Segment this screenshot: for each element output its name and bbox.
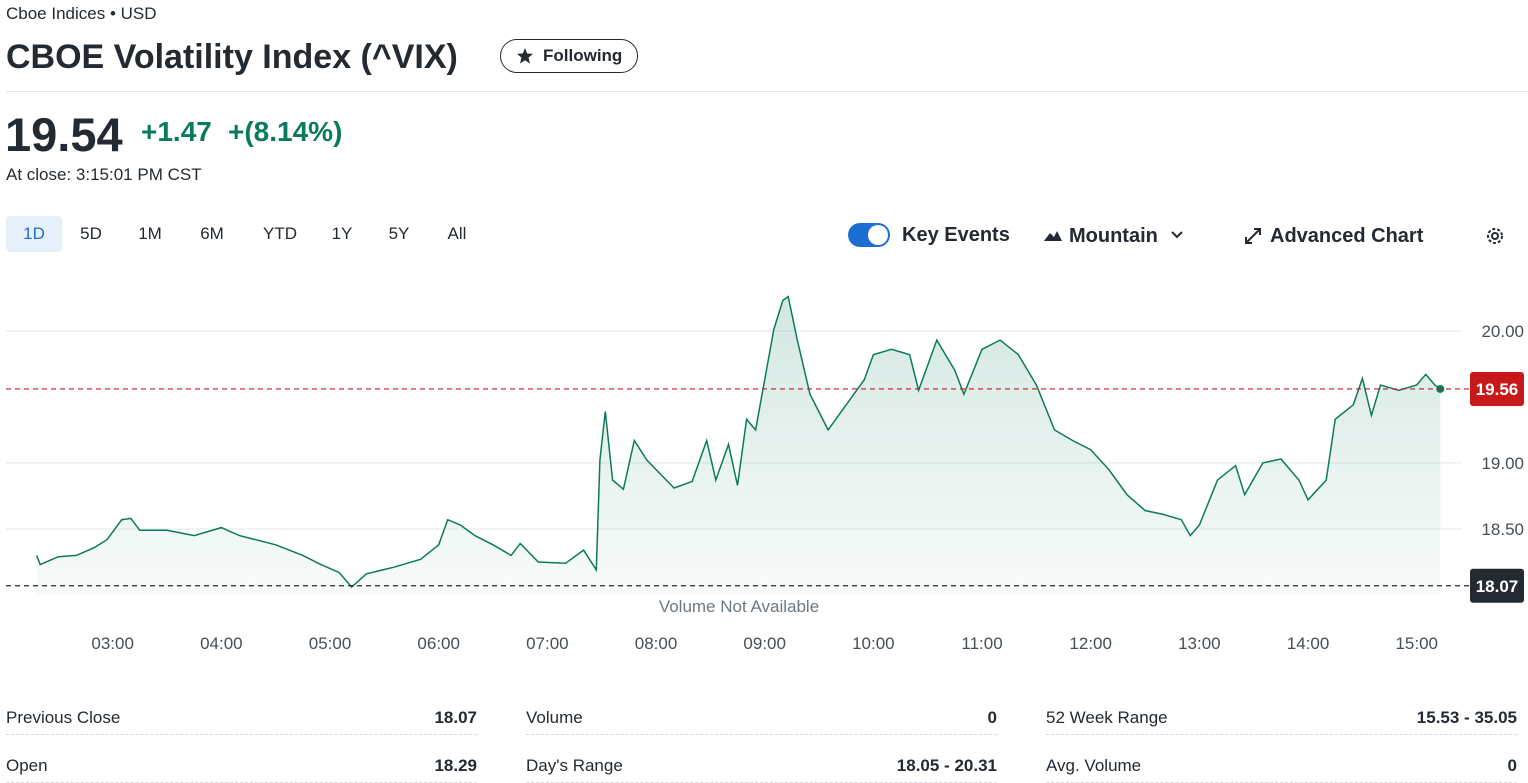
stat-label: 52 Week Range bbox=[1046, 708, 1168, 727]
x-tick-label: 13:00 bbox=[1178, 634, 1221, 653]
mountain-icon bbox=[1044, 231, 1062, 241]
reference-label: 18.07 bbox=[1476, 577, 1519, 596]
y-tick-label: 20.00 bbox=[1481, 322, 1524, 341]
x-tick-label: 15:00 bbox=[1395, 634, 1438, 653]
stat-value: 18.29 bbox=[434, 756, 477, 775]
x-tick-label: 03:00 bbox=[91, 634, 134, 653]
expand-icon bbox=[1245, 228, 1261, 244]
follow-button[interactable]: Following bbox=[500, 39, 638, 73]
toggle[interactable] bbox=[848, 223, 890, 247]
range-tab[interactable]: 5D bbox=[80, 224, 102, 243]
x-tick-label: 11:00 bbox=[961, 634, 1002, 653]
stat-row: Open 18.29 bbox=[6, 748, 477, 783]
chart: 18.50 19.00 20.00 03:00 04:00 05:00 06:00 07:00… bbox=[6, 295, 1524, 653]
key-events[interactable]: Key Events bbox=[902, 224, 1010, 246]
y-tick-label: 19.00 bbox=[1481, 454, 1524, 473]
x-tick-label: 05:00 bbox=[309, 634, 352, 653]
x-tick-label: 07:00 bbox=[526, 634, 569, 653]
stat-value: 0 bbox=[987, 708, 997, 727]
x-tick-label: 10:00 bbox=[852, 634, 895, 653]
stat-value: 18.07 bbox=[434, 708, 477, 727]
divider bbox=[6, 91, 1528, 92]
stat-label: Day's Range bbox=[526, 756, 623, 775]
range-tab[interactable]: 6M bbox=[200, 224, 224, 243]
x-tick-label: 04:00 bbox=[200, 634, 243, 653]
follow-label: Following bbox=[543, 46, 623, 65]
x-tick-label: 06:00 bbox=[417, 634, 460, 653]
range-tab[interactable]: YTD bbox=[263, 224, 297, 243]
stat-row: Previous Close 18.07 bbox=[6, 700, 477, 735]
stat-label: Previous Close bbox=[6, 708, 121, 727]
advanced-chart[interactable]: Advanced Chart bbox=[1270, 225, 1424, 247]
price-line bbox=[35, 295, 1441, 589]
annotation: Volume Not Available bbox=[659, 597, 819, 616]
stat-row: Volume 0 bbox=[526, 700, 997, 735]
y-tick-label: 18.50 bbox=[1481, 520, 1524, 539]
stat-value: 0 bbox=[1507, 756, 1517, 775]
range-tab[interactable]: 1D bbox=[6, 216, 62, 252]
reference-badge bbox=[1470, 371, 1524, 406]
title: CBOE Volatility Index (^VIX) bbox=[6, 38, 458, 76]
stat-label: Volume bbox=[526, 708, 583, 727]
star-icon bbox=[517, 48, 533, 64]
x-tick-label: 14:00 bbox=[1287, 634, 1330, 653]
stat-value: 18.05 - 20.31 bbox=[896, 756, 997, 775]
x-tick-label: 08:00 bbox=[635, 634, 678, 653]
stat-label: Avg. Volume bbox=[1046, 756, 1142, 775]
settings-icon[interactable] bbox=[1484, 225, 1506, 247]
price: 19.54 bbox=[5, 108, 123, 161]
stat-row: Day's Range 18.05 - 20.31 bbox=[526, 748, 997, 783]
stat-value: 15.53 - 35.05 bbox=[1416, 708, 1517, 727]
range-tab[interactable]: 5Y bbox=[388, 224, 410, 243]
chart-type[interactable]: Mountain bbox=[1069, 225, 1158, 247]
range-tab[interactable]: 1M bbox=[138, 224, 162, 243]
reference-badge bbox=[1470, 568, 1524, 603]
range-tab[interactable]: All bbox=[447, 224, 467, 243]
stat-label: Open bbox=[6, 756, 48, 775]
exchange: Cboe Indices • USD bbox=[6, 4, 157, 23]
quote-time: At close: 3:15:01 PM CST bbox=[6, 165, 202, 184]
range-tab[interactable]: 1Y bbox=[331, 224, 353, 243]
reference-label: 19.56 bbox=[1476, 380, 1519, 399]
change-pct: +(8.14%) bbox=[228, 116, 343, 147]
change: +1.47 bbox=[141, 116, 212, 147]
stat-row: 52 Week Range 15.53 - 35.05 bbox=[1046, 700, 1517, 735]
x-tick-label: 12:00 bbox=[1069, 634, 1112, 653]
chevron bbox=[1171, 231, 1183, 239]
area-fill bbox=[36, 296, 1441, 595]
x-tick-label: 09:00 bbox=[743, 634, 786, 653]
stat-row: Avg. Volume 0 bbox=[1046, 748, 1517, 783]
